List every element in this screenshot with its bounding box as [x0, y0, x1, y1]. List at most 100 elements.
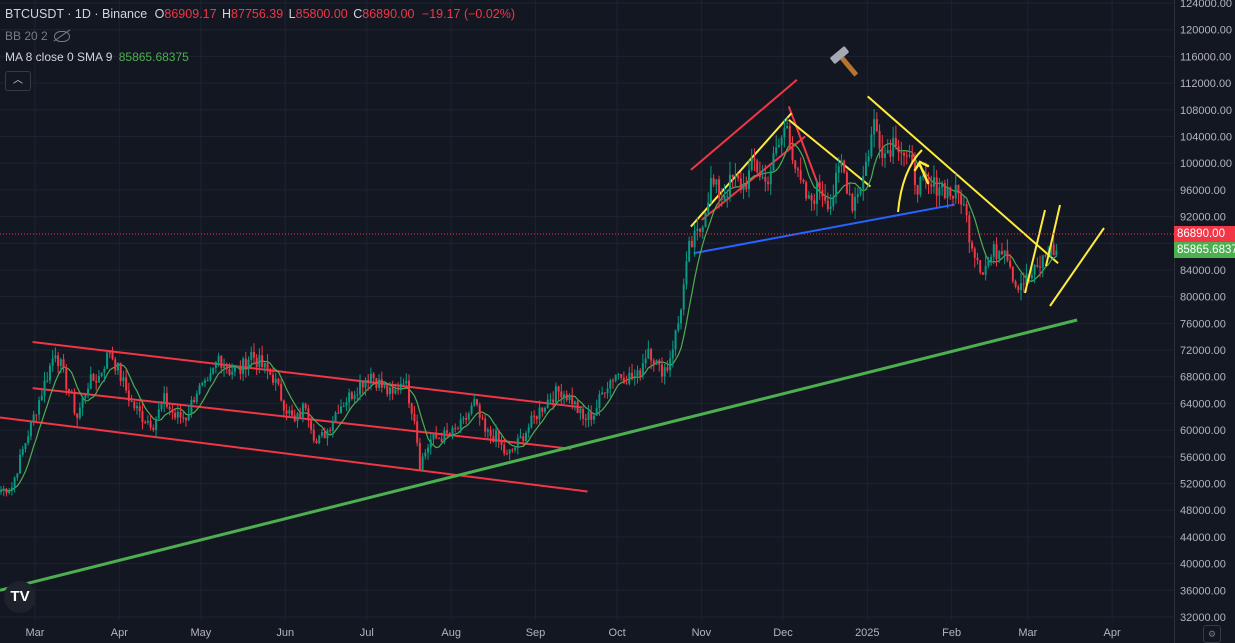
- candle-body: [59, 359, 62, 366]
- time-tick-label: 2025: [855, 627, 879, 639]
- candle-body: [19, 454, 22, 474]
- price-axis[interactable]: 36000.00 40000.00 44000.00 48000.00 52000.00…: [1174, 0, 1235, 643]
- candle-body: [617, 374, 620, 376]
- candle-body: [995, 244, 998, 260]
- candle-body: [413, 413, 416, 422]
- candle-body: [157, 409, 160, 419]
- candle-body: [386, 385, 389, 395]
- yellow-wedge-line: [1045, 204, 1061, 267]
- chart-settings-button[interactable]: ⚙: [1203, 625, 1221, 643]
- candle-body: [954, 184, 957, 199]
- candle-body: [399, 383, 402, 391]
- ma-legend[interactable]: MA 8 close 0 SMA 9 85865.68375: [5, 49, 189, 65]
- candle-body: [552, 399, 555, 403]
- tradingview-logo[interactable]: TV: [4, 581, 36, 613]
- price-tick-label: 40000.00: [1180, 559, 1226, 571]
- candle-body: [318, 435, 321, 443]
- candle-body: [310, 420, 313, 430]
- candle-body: [905, 155, 908, 157]
- candle-body: [361, 381, 364, 388]
- candle-body: [571, 395, 574, 405]
- candle-body: [783, 128, 786, 138]
- candle-body: [220, 355, 223, 368]
- candle-body: [160, 403, 163, 410]
- candle-body: [497, 430, 500, 442]
- candle-body: [854, 196, 857, 211]
- candle-body: [27, 436, 30, 443]
- candle-body: [48, 365, 51, 381]
- tv-logo-icon: TV: [10, 588, 30, 605]
- candle-body: [244, 358, 247, 370]
- candle-body: [712, 178, 715, 185]
- candle-body: [979, 260, 982, 273]
- candle-body: [84, 394, 87, 398]
- yellow-trendline-line: [867, 95, 1059, 265]
- candle-body: [590, 412, 593, 420]
- candle-body: [108, 352, 111, 354]
- bb-legend[interactable]: BB 20 2: [5, 28, 70, 44]
- candle-body: [767, 181, 770, 185]
- candle-body: [723, 196, 726, 200]
- candle-body: [68, 389, 70, 393]
- candle-body: [728, 174, 731, 196]
- close-label: C: [353, 7, 363, 21]
- candle-body: [171, 409, 174, 413]
- candle-body: [57, 355, 60, 366]
- collapse-legend-button[interactable]: ︿: [5, 71, 31, 91]
- candle-body: [476, 399, 478, 405]
- candle-body: [829, 206, 832, 210]
- candle-body: [932, 177, 935, 187]
- candle-body: [976, 257, 979, 261]
- candle-body: [285, 410, 288, 414]
- candle-body: [103, 368, 106, 373]
- candle-body: [402, 383, 405, 385]
- candle-body: [1039, 266, 1042, 268]
- candle-body: [454, 427, 457, 429]
- candle-body: [228, 369, 231, 375]
- candle-body: [266, 363, 269, 371]
- candle-body: [380, 379, 383, 388]
- open-label: O: [154, 7, 165, 21]
- candle-body: [1011, 266, 1014, 282]
- candle-body: [337, 412, 340, 414]
- candle-body: [125, 377, 128, 391]
- candle-body: [505, 453, 508, 455]
- yellow-trendline-line: [788, 119, 872, 188]
- yellow-wedge-line: [1024, 209, 1046, 294]
- candle-body: [652, 360, 655, 365]
- symbol-title[interactable]: BTCUSDT · 1D · Binance: [5, 7, 148, 21]
- candle-body: [908, 154, 911, 156]
- candle-body: [826, 200, 829, 210]
- candle-body: [579, 408, 582, 414]
- candle-body: [584, 418, 587, 420]
- price-axis-background: [1174, 0, 1235, 643]
- candle-body: [405, 380, 408, 384]
- candle-body: [601, 392, 604, 395]
- time-tick-label: Mar: [1018, 627, 1037, 639]
- candle-body: [903, 152, 906, 156]
- candle-body: [46, 380, 49, 382]
- last-price-tag: 86890.00: [1174, 226, 1235, 242]
- candle-body: [707, 202, 710, 213]
- hidden-eye-icon[interactable]: [53, 31, 70, 43]
- candle-body: [734, 174, 737, 178]
- candle-body: [715, 179, 718, 185]
- candle-body: [658, 360, 661, 365]
- price-tick-label: 44000.00: [1180, 532, 1226, 544]
- price-tick-label: 56000.00: [1180, 452, 1226, 464]
- candle-body: [133, 401, 136, 409]
- time-tick-label: Mar: [26, 627, 45, 639]
- candle-body: [312, 429, 315, 441]
- candle-body: [960, 193, 963, 205]
- candle-body: [201, 382, 204, 386]
- candle-body: [739, 178, 742, 190]
- candle-body: [451, 427, 454, 435]
- candle-body: [465, 417, 468, 420]
- candle-body: [421, 456, 424, 470]
- candle-body: [429, 439, 432, 448]
- candle-body: [204, 380, 206, 383]
- time-axis[interactable]: Mar Apr May Jun Jul Aug Sep Oct Nov Dec 2025 Feb Mar…: [26, 627, 1121, 639]
- candle-body: [97, 375, 100, 383]
- candle-body: [881, 148, 884, 159]
